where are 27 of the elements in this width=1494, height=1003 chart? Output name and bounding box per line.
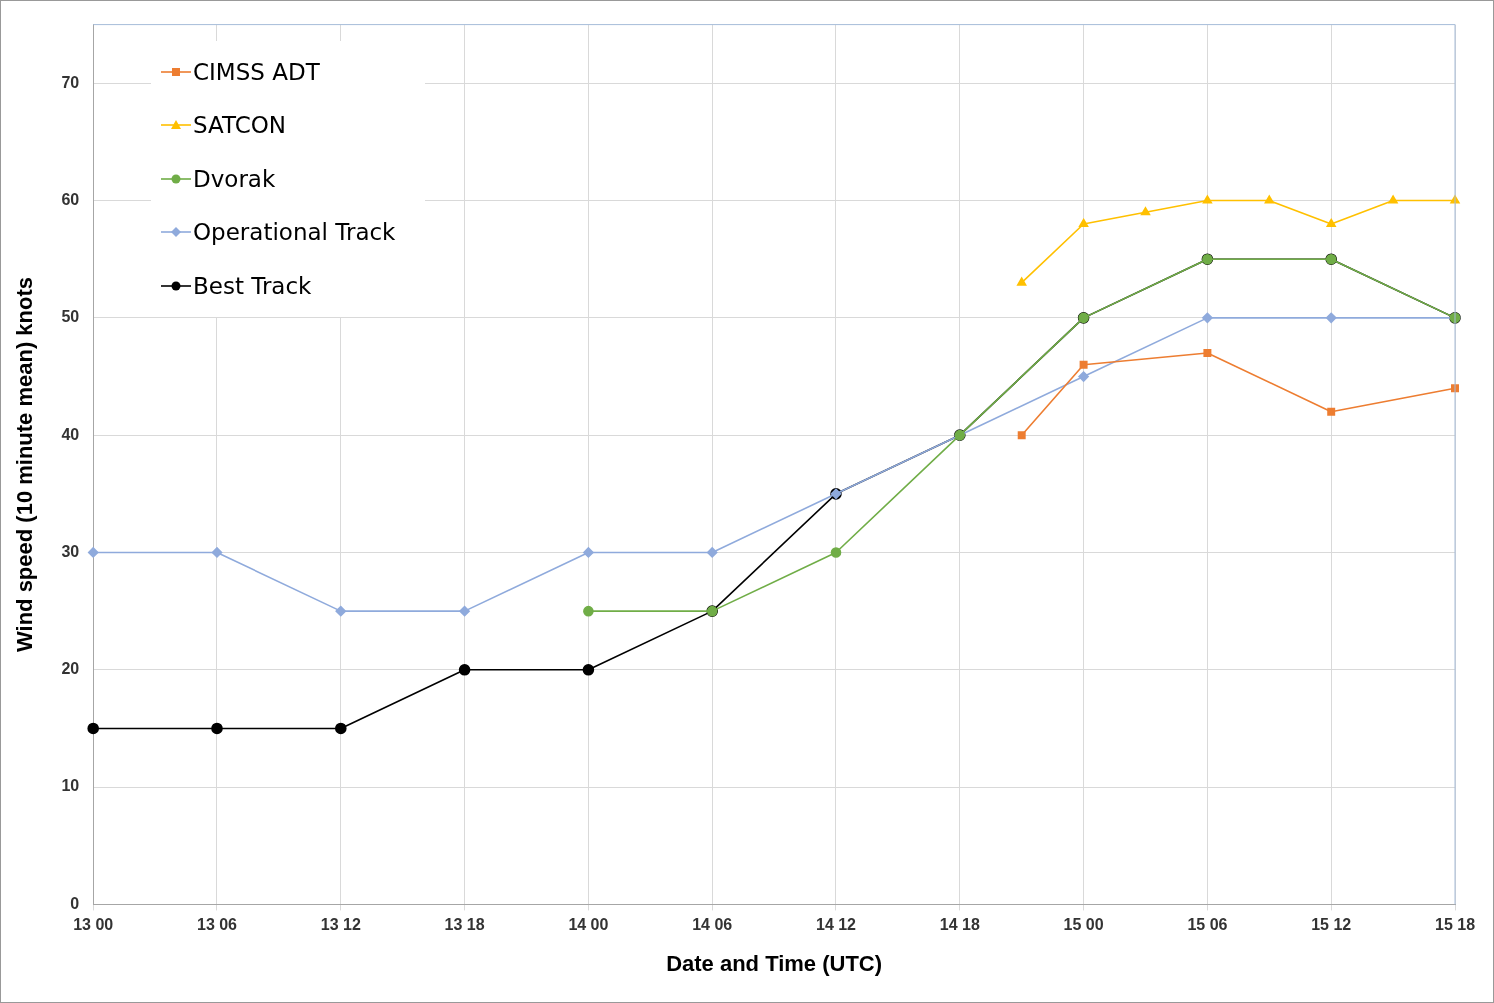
legend-label: Dvorak — [193, 165, 276, 192]
x-tick-label: 15 18 — [1434, 916, 1476, 934]
y-tick-label: 50 — [61, 308, 80, 326]
x-tick-label: 14 00 — [568, 916, 609, 934]
y-tick-label: 70 — [61, 73, 80, 91]
x-tick-label: 14 12 — [815, 916, 857, 934]
x-tick-label: 13 18 — [444, 916, 485, 934]
x-tick-label: 15 12 — [1311, 916, 1352, 934]
y-axis-title: Wind speed (10 minute mean) knots — [12, 276, 38, 653]
x-tick-label: 15 00 — [1063, 916, 1104, 934]
legend-label: SATCON — [193, 112, 287, 139]
y-tick-label: 0 — [70, 894, 80, 912]
legend-label: Operational Track — [193, 219, 396, 246]
x-tick-label: 13 00 — [73, 916, 114, 934]
x-tick-label: 14 18 — [939, 916, 980, 934]
x-tick-label: 13 06 — [196, 916, 238, 934]
y-tick-label: 60 — [61, 190, 80, 208]
x-tick-label: 15 06 — [1187, 916, 1228, 934]
legend-label: Best Track — [193, 272, 312, 299]
y-tick-label: 40 — [61, 425, 80, 443]
legend-label: CIMSS ADT — [193, 58, 320, 85]
y-tick-label: 20 — [61, 660, 80, 678]
y-tick-label: 30 — [61, 542, 80, 560]
x-tick-label: 13 12 — [320, 916, 361, 934]
x-axis-title: Date and Time (UTC) — [666, 950, 883, 976]
y-tick-label: 10 — [61, 777, 80, 795]
x-tick-label: 14 06 — [692, 916, 733, 934]
